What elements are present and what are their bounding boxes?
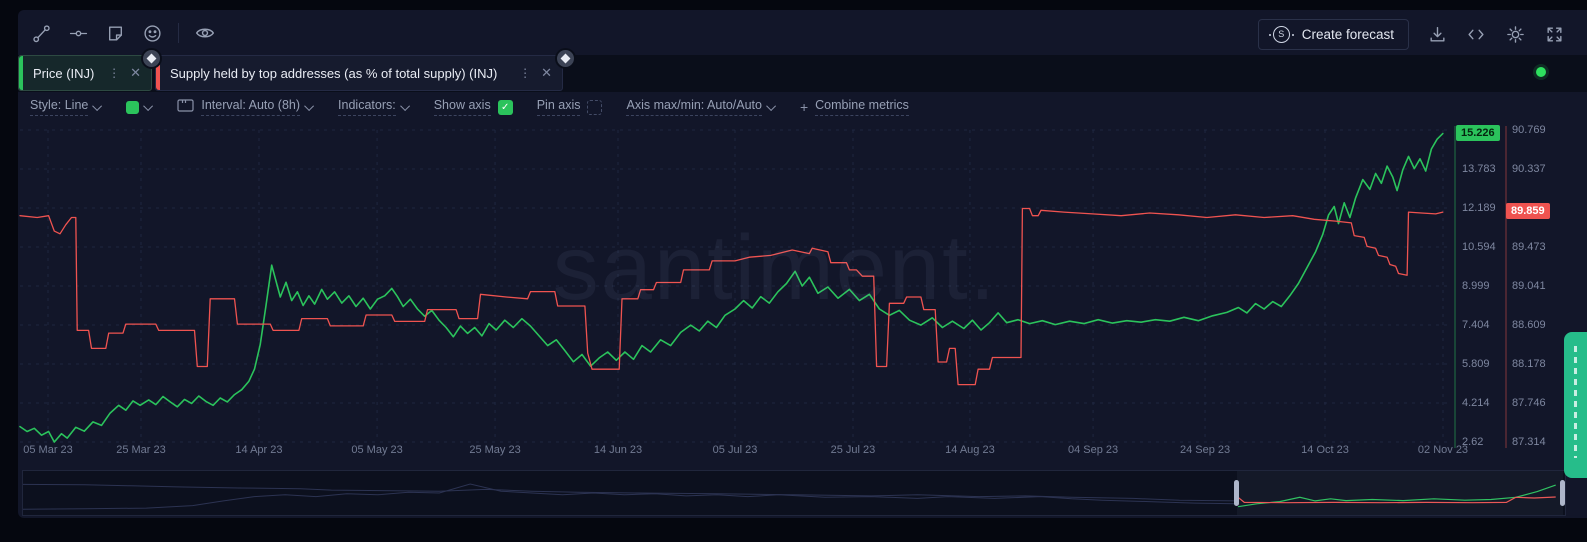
- fullscreen-icon[interactable]: [1543, 24, 1565, 46]
- chevron-down-icon: [92, 100, 103, 111]
- x-tick-label: 05 May 23: [351, 444, 403, 456]
- x-tick-label: 14 Apr 23: [235, 444, 283, 456]
- x-tick-label: 02 Nov 23: [1417, 444, 1469, 456]
- toolbar-divider: [178, 23, 179, 43]
- create-forecast-button[interactable]: S Create forecast: [1257, 19, 1409, 50]
- interval-label: Interval: Auto (8h): [201, 98, 301, 116]
- y-tick-price: 7.404: [1462, 319, 1490, 331]
- tab-supply-close-icon[interactable]: ✕: [541, 65, 552, 80]
- y-tick-price: 12.189: [1462, 202, 1496, 214]
- indicators-selector[interactable]: Indicators:: [338, 98, 410, 116]
- navigator-handle-right[interactable]: [1560, 480, 1566, 506]
- chevron-down-icon: [399, 100, 410, 111]
- x-tick-label: 04 Sep 23: [1067, 444, 1119, 456]
- price-current-badge: 15.226: [1456, 125, 1500, 141]
- show-axis-toggle[interactable]: Show axis ✓: [433, 98, 513, 116]
- y-tick-supply: 88.609: [1512, 319, 1546, 331]
- y-tick-supply: 87.746: [1512, 397, 1546, 409]
- pin-axis-checkbox[interactable]: [587, 99, 603, 115]
- show-axis-label: Show axis: [433, 98, 491, 116]
- y-tick-price: 13.783: [1462, 163, 1496, 175]
- supply-current-badge: 89.859: [1506, 203, 1550, 219]
- drawing-toolbar: [30, 22, 216, 44]
- pin-axis-toggle[interactable]: Pin axis: [536, 98, 603, 116]
- chevron-down-icon: [766, 100, 777, 111]
- style-selector[interactable]: Style: Line: [30, 98, 103, 116]
- navigator-selection[interactable]: [1236, 471, 1563, 515]
- eye-icon[interactable]: [194, 22, 216, 44]
- chevron-down-icon: [304, 100, 315, 111]
- tab-supply-label: Supply held by top addresses (as % of to…: [170, 65, 498, 81]
- horizontal-line-icon[interactable]: [67, 22, 89, 44]
- main-chart-svg[interactable]: [0, 120, 1587, 452]
- tab-price-metric[interactable]: Price (INJ) ⋮ ✕: [18, 55, 152, 91]
- tab-price-close-icon[interactable]: ✕: [130, 65, 141, 80]
- x-tick-label: 05 Mar 23: [23, 444, 73, 456]
- x-tick-label: 14 Aug 23: [945, 444, 995, 456]
- y-tick-supply: 89.041: [1512, 280, 1546, 292]
- style-label: Style: Line: [30, 98, 89, 116]
- x-tick-label: 05 Jul 23: [712, 444, 758, 456]
- inj-coin-icon: [141, 48, 162, 69]
- trend-line-icon[interactable]: [30, 22, 52, 44]
- pin-axis-label: Pin axis: [536, 98, 581, 116]
- tab-supply-menu-icon[interactable]: ⋮: [519, 66, 532, 80]
- show-axis-checkbox[interactable]: ✓: [497, 99, 513, 115]
- note-icon[interactable]: [104, 22, 126, 44]
- y-tick-supply: 88.178: [1512, 358, 1546, 370]
- x-tick-label: 14 Oct 23: [1301, 444, 1349, 456]
- y-tick-price: 8.999: [1462, 280, 1490, 292]
- combine-metrics-label: Combine metrics: [815, 98, 909, 116]
- y-tick-price: 10.594: [1462, 241, 1496, 253]
- x-tick-label: 25 May 23: [469, 444, 521, 456]
- price-accent-bar: [19, 56, 23, 90]
- x-tick-label: 24 Sep 23: [1179, 444, 1231, 456]
- x-axis: 05 Mar 23 25 Mar 23 14 Apr 23 05 May 23 25 M…: [0, 444, 1587, 462]
- side-feedback-tab[interactable]: [1564, 332, 1587, 478]
- series-color-swatch: [126, 100, 140, 114]
- combine-metrics-button[interactable]: + Combine metrics: [800, 98, 909, 116]
- y-tick-price: 2.62: [1462, 436, 1484, 448]
- settings-gear-icon[interactable]: [1504, 24, 1526, 46]
- y-tick-supply: 87.314: [1512, 436, 1546, 448]
- indicators-label: Indicators:: [338, 98, 396, 116]
- tab-price-label: Price (INJ): [33, 65, 95, 81]
- tab-supply-metric[interactable]: Supply held by top addresses (as % of to…: [155, 55, 563, 91]
- create-forecast-label: Create forecast: [1301, 27, 1394, 42]
- code-icon[interactable]: [1465, 24, 1487, 46]
- chart-actions-toolbar: S Create forecast: [1257, 19, 1565, 50]
- candle-frame-icon: [177, 98, 194, 116]
- inj-coin-icon: [555, 48, 576, 69]
- santiment-ai-icon: S: [1268, 26, 1294, 43]
- x-tick-label: 25 Mar 23: [116, 444, 166, 456]
- supply-accent-bar: [156, 56, 160, 90]
- main-chart-canvas[interactable]: santiment. 13.783 12.189 10.594 8.999 7.404 5…: [0, 120, 1587, 452]
- emoji-icon[interactable]: [141, 22, 163, 44]
- x-tick-label: 25 Jul 23: [830, 444, 876, 456]
- y-tick-supply: 90.337: [1512, 163, 1546, 175]
- tab-price-menu-icon[interactable]: ⋮: [108, 66, 121, 80]
- axis-maxmin-selector[interactable]: Axis max/min: Auto/Auto: [626, 98, 777, 116]
- chart-panel: [18, 10, 1587, 518]
- y-tick-supply: 89.473: [1512, 241, 1546, 253]
- interval-selector[interactable]: Interval: Auto (8h): [177, 98, 315, 116]
- download-icon[interactable]: [1426, 24, 1448, 46]
- y-tick-price: 5.809: [1462, 358, 1490, 370]
- axis-maxmin-label: Axis max/min: Auto/Auto: [626, 98, 762, 116]
- time-range-navigator[interactable]: [22, 470, 1566, 516]
- x-tick-label: 14 Jun 23: [593, 444, 643, 456]
- navigator-svg[interactable]: [22, 471, 1565, 515]
- connection-status-dot: [1536, 67, 1546, 77]
- chart-settings-bar: Style: Line Interval: Auto (8h) Indicato…: [30, 98, 909, 116]
- y-tick-price: 4.214: [1462, 397, 1490, 409]
- color-selector[interactable]: [126, 100, 154, 114]
- navigator-handle-left[interactable]: [1234, 480, 1240, 506]
- y-tick-supply: 90.769: [1512, 124, 1546, 136]
- chevron-down-icon: [143, 100, 154, 111]
- plus-icon: +: [799, 99, 809, 115]
